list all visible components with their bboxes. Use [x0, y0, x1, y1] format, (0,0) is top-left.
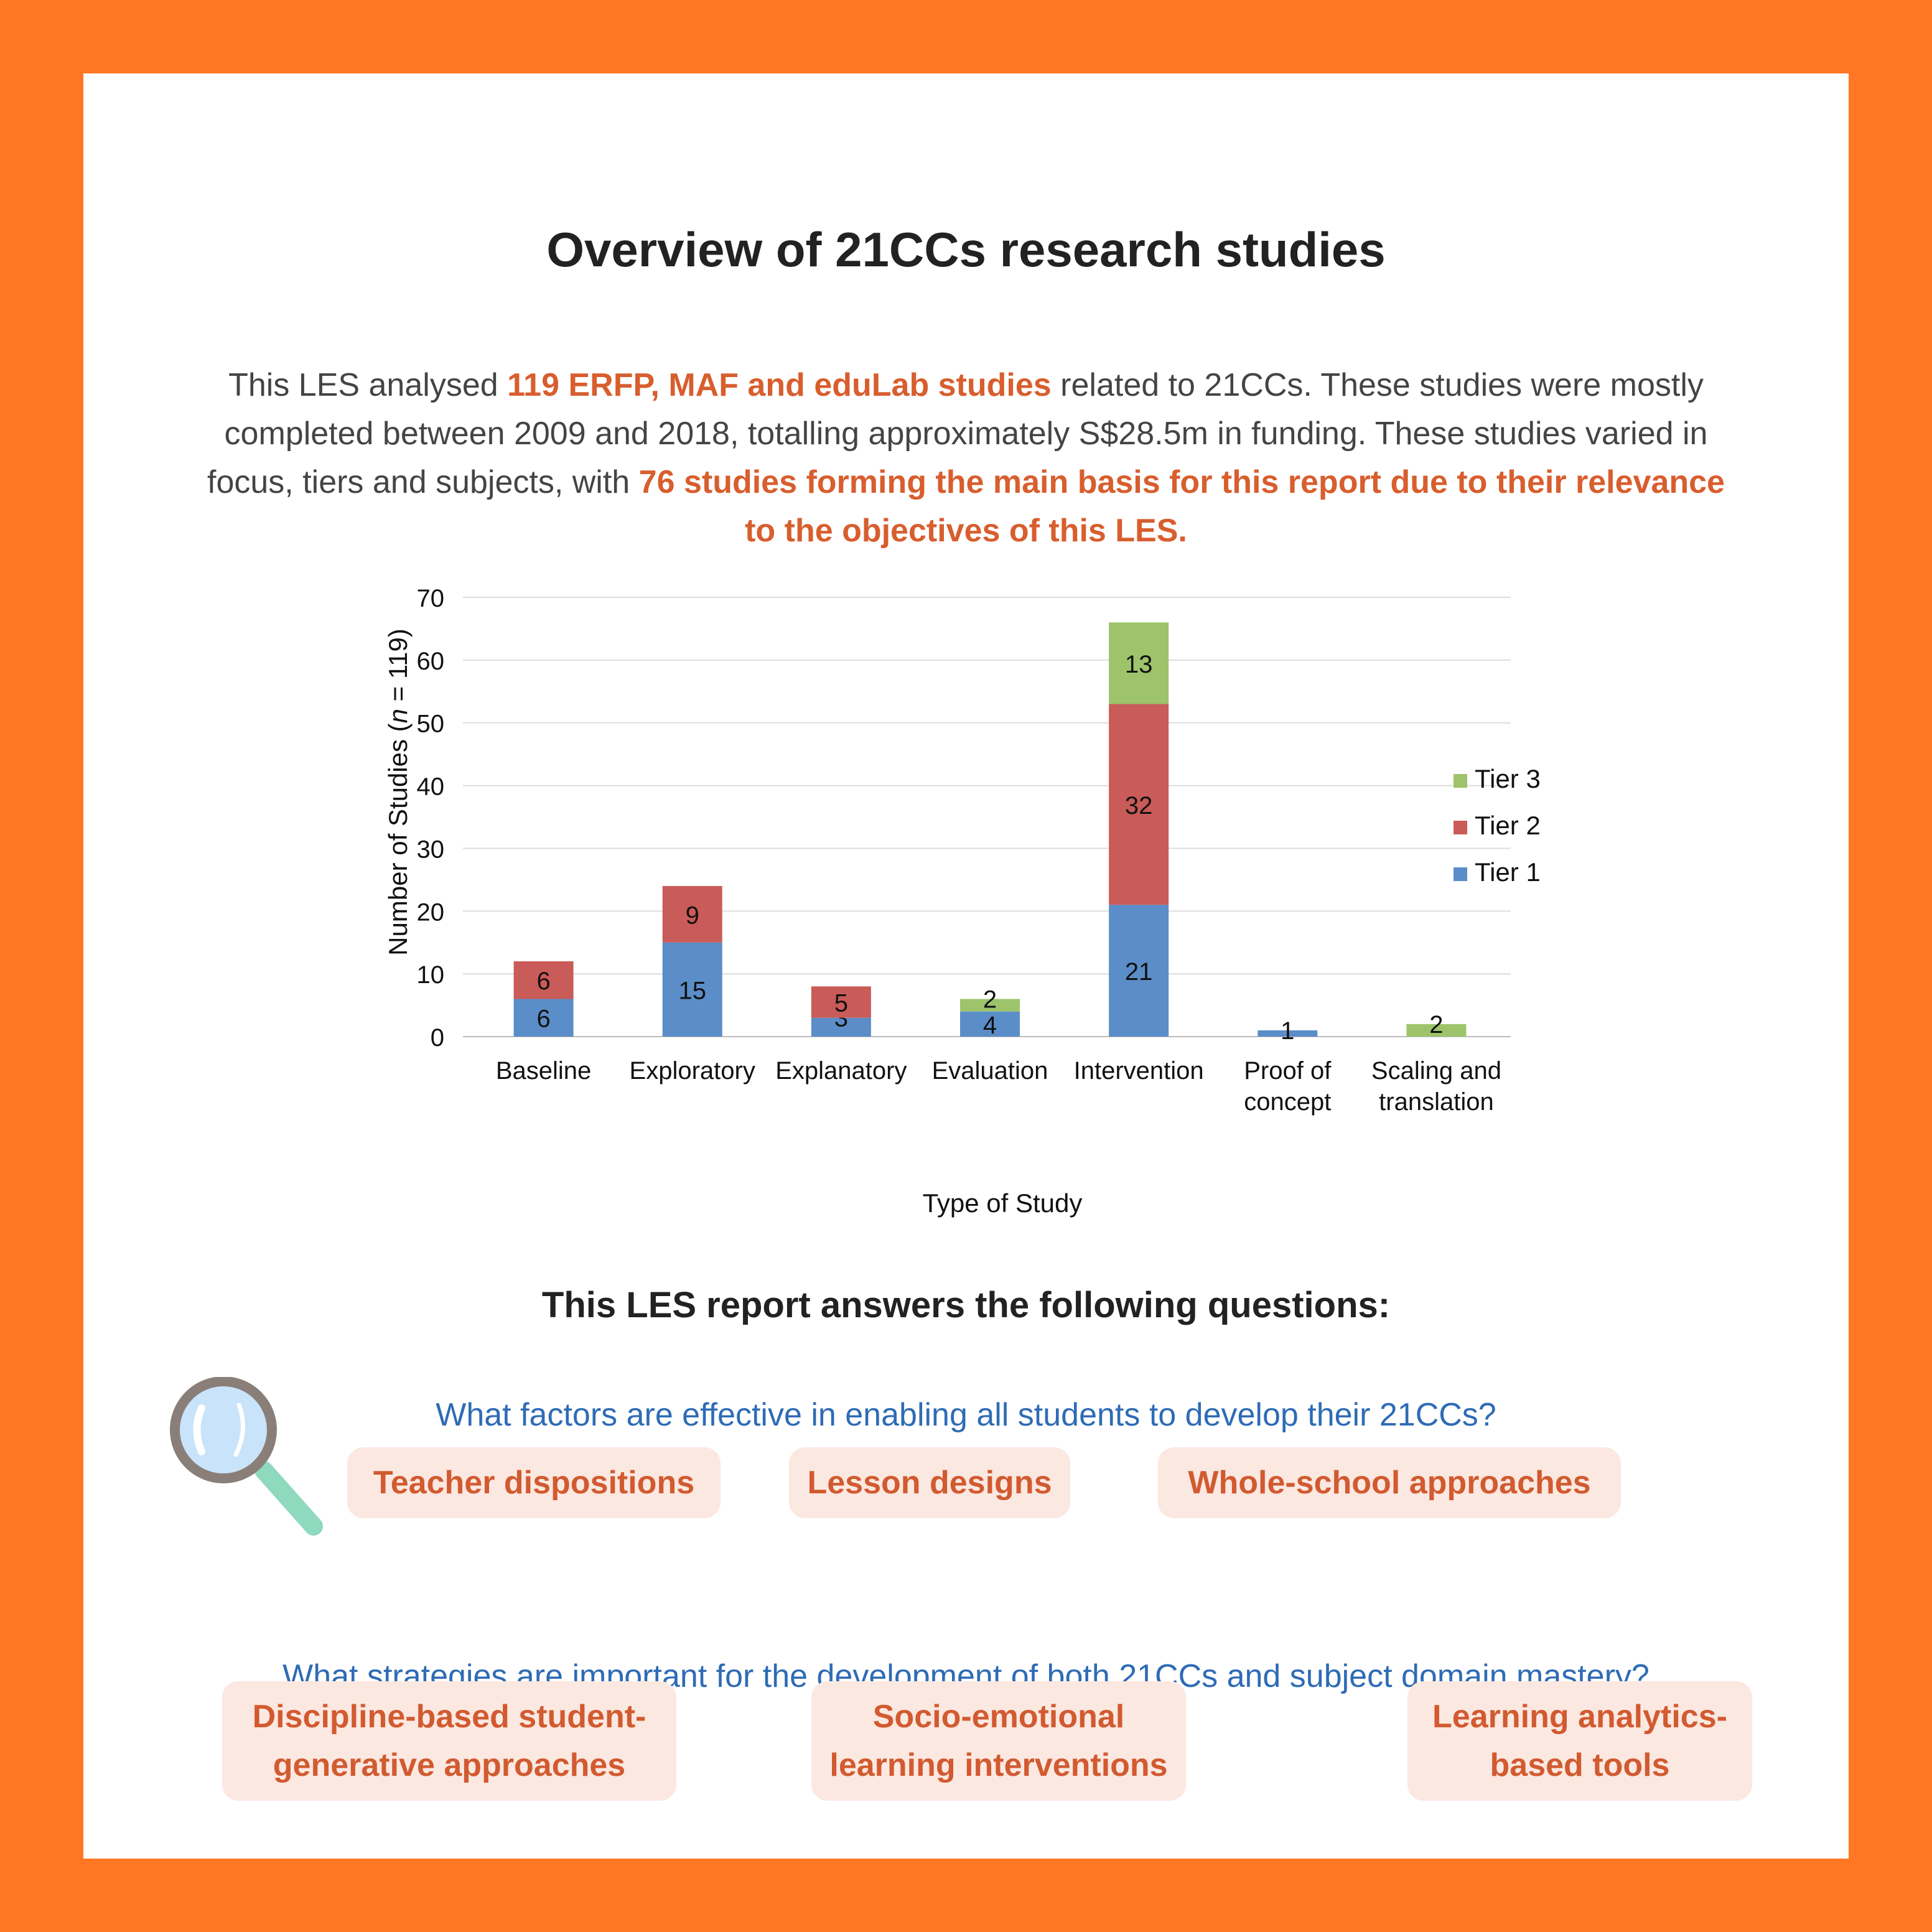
x-tick-label: translation	[1379, 1088, 1494, 1116]
intro-highlight-2: 76 studies forming the main basis for th…	[638, 464, 1725, 549]
x-tick-label: Proof of	[1244, 1057, 1332, 1085]
answer-pill-socio-emotional: Socio-emotional learning interventions	[811, 1681, 1186, 1801]
questions-heading: This LES report answers the following qu…	[541, 1285, 1391, 1325]
intro-highlight-1: 119 ERFP, MAF and eduLab studies	[507, 367, 1052, 403]
x-tick-label: Baseline	[496, 1057, 591, 1085]
x-tick-label: concept	[1244, 1088, 1331, 1116]
magnifying-glass-icon	[170, 1377, 323, 1536]
stacked-bar-chart: 01020304050607066Baseline159Exploratory3…	[383, 585, 1541, 1218]
bar-segment	[513, 999, 574, 1037]
legend-label: Tier 1	[1475, 857, 1541, 887]
y-axis-label: Number of Studies (n = 119)	[383, 628, 413, 956]
data-label: 15	[678, 977, 706, 1004]
answer-pill-teacher-dispositions: Teacher dispositions	[347, 1447, 721, 1518]
question-1: What factors are effective in enabling a…	[436, 1397, 1496, 1433]
page-title: Overview of 21CCs research studies	[546, 222, 1386, 277]
y-tick-label: 70	[417, 585, 445, 612]
bar-segment	[811, 986, 871, 1018]
answer-pill-discipline-based: Discipline-based student-generative appr…	[222, 1681, 676, 1801]
y-tick-label: 0	[431, 1024, 444, 1052]
legend-swatch	[1454, 821, 1467, 834]
data-label: 6	[536, 968, 550, 995]
y-tick-label: 30	[417, 836, 445, 863]
x-tick-label: Evaluation	[932, 1057, 1048, 1085]
data-label: 9	[686, 902, 699, 929]
legend-label: Tier 2	[1475, 811, 1541, 840]
bar-segment	[662, 885, 722, 943]
intro-paragraph: This LES analysed 119 ERFP, MAF and eduL…	[195, 361, 1737, 555]
data-label: 2	[1429, 1011, 1443, 1038]
bar-segment	[1109, 704, 1169, 905]
x-tick-label: Exploratory	[630, 1057, 755, 1085]
data-label: 2	[983, 986, 997, 1013]
answer-pill-lesson-designs: Lesson designs	[789, 1447, 1070, 1518]
bar-segment	[811, 1017, 871, 1037]
bar-segment	[1406, 1024, 1467, 1037]
data-label: 21	[1125, 958, 1153, 986]
bar-segment	[1258, 1030, 1318, 1037]
answer-pill-learning-analytics: Learning analytics-based tools	[1407, 1681, 1752, 1801]
data-label: 5	[834, 990, 848, 1017]
y-tick-label: 60	[417, 648, 445, 675]
y-tick-label: 20	[417, 898, 445, 926]
data-label: 1	[1281, 1017, 1294, 1045]
x-tick-label: Scaling and	[1371, 1057, 1501, 1085]
bar-segment	[662, 942, 722, 1037]
legend-label: Tier 3	[1475, 764, 1541, 793]
legend-swatch	[1454, 774, 1467, 788]
infographic-card: Overview of 21CCs research studies This …	[83, 73, 1849, 1859]
legend-swatch	[1454, 867, 1467, 881]
data-label: 13	[1125, 651, 1153, 678]
y-tick-label: 40	[417, 773, 445, 801]
intro-text-1: This LES analysed	[228, 367, 508, 403]
bar-segment	[1109, 905, 1169, 1037]
bar-segment	[960, 999, 1020, 1012]
data-label: 6	[536, 1006, 550, 1033]
data-label: 32	[1125, 792, 1153, 819]
x-axis-label: Type of Study	[923, 1188, 1083, 1218]
answer-pill-whole-school: Whole-school approaches	[1158, 1447, 1621, 1518]
bar-segment	[513, 961, 574, 999]
y-tick-label: 50	[417, 711, 445, 738]
x-tick-label: Intervention	[1074, 1057, 1204, 1085]
data-label: 4	[983, 1012, 997, 1039]
intro-text-2: related to 21CCs. These studies were mos…	[207, 367, 1708, 500]
y-tick-label: 10	[417, 961, 445, 989]
bar-segment	[1109, 622, 1169, 704]
x-tick-label: Explanatory	[775, 1057, 907, 1085]
bar-segment	[960, 1011, 1020, 1037]
